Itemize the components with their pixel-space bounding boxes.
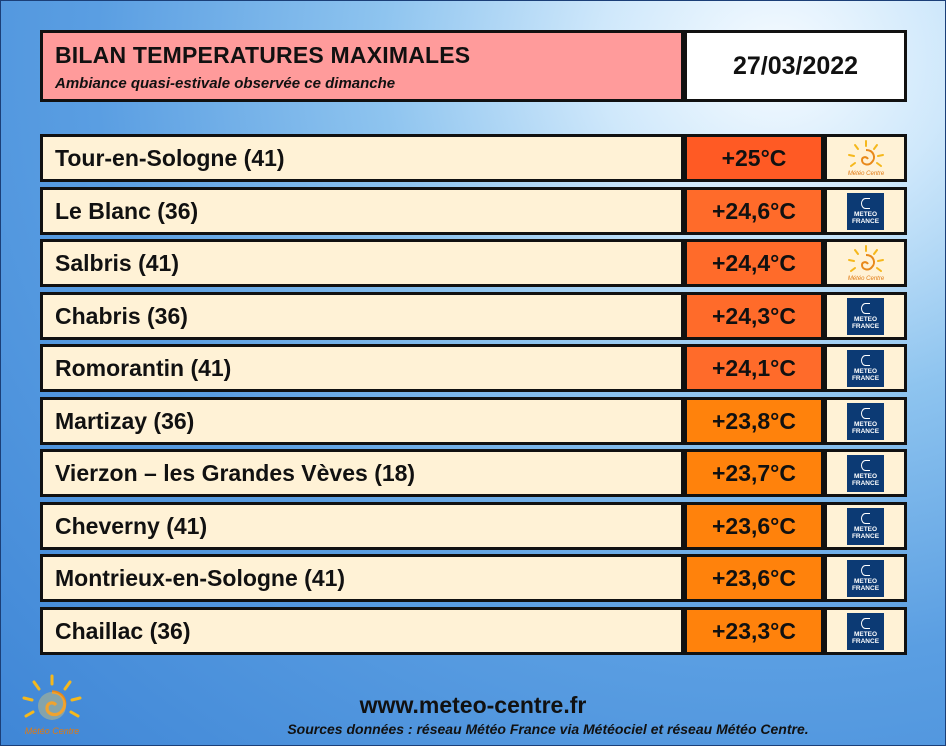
station-name: Cheverny (41)	[40, 502, 684, 550]
station-name: Vierzon – les Grandes Vèves (18)	[40, 449, 684, 497]
station-name: Martizay (36)	[40, 397, 684, 445]
station-name: Tour-en-Sologne (41)	[40, 134, 684, 182]
meteo-france-logo-icon: METEO FRANCE	[847, 297, 884, 335]
table-row: Romorantin (41) +24,1°C METEO FRANCE	[40, 344, 907, 392]
title-panel: BILAN TEMPERATURES MAXIMALES Ambiance qu…	[40, 30, 684, 102]
meteo-france-mark	[861, 197, 870, 209]
data-source-logo: METEO FRANCE	[824, 292, 907, 340]
meteo-france-mark	[861, 564, 870, 576]
data-source-logo: METEO FRANCE	[824, 607, 907, 655]
meteo-france-mark	[861, 302, 870, 314]
max-temperature: +23,8°C	[684, 397, 824, 445]
table-row: Le Blanc (36) +24,6°C METEO FRANCE	[40, 187, 907, 235]
meteo-france-label-1: METEO	[853, 472, 878, 480]
meteo-france-label-1: METEO	[853, 367, 878, 375]
max-temperature: +23,7°C	[684, 449, 824, 497]
table-row: Tour-en-Sologne (41) +25°C Météo Centre	[40, 134, 907, 182]
table-row: Salbris (41) +24,4°C Météo Centre	[40, 239, 907, 287]
station-name: Le Blanc (36)	[40, 187, 684, 235]
meteo-france-logo-icon: METEO FRANCE	[847, 559, 884, 597]
max-temperature: +24,6°C	[684, 187, 824, 235]
date-panel: 27/03/2022	[684, 30, 907, 102]
meteo-france-logo-icon: METEO FRANCE	[847, 454, 884, 492]
station-name: Montrieux-en-Sologne (41)	[40, 554, 684, 602]
table-row: Vierzon – les Grandes Vèves (18) +23,7°C M…	[40, 449, 907, 497]
meteo-france-mark	[861, 512, 870, 524]
sun-spiral	[45, 690, 67, 717]
max-temperature: +23,3°C	[684, 607, 824, 655]
meteo-france-logo-icon: METEO FRANCE	[847, 192, 884, 230]
meteo-france-mark	[861, 407, 870, 419]
data-source-logo: METEO FRANCE	[824, 344, 907, 392]
table-row: Chaillac (36) +23,3°C METEO FRANCE	[40, 607, 907, 655]
sun-logo-caption: Météo Centre	[847, 276, 884, 282]
station-name: Salbris (41)	[40, 239, 684, 287]
table-row: Martizay (36) +23,8°C METEO FRANCE	[40, 397, 907, 445]
meteo-france-label-2: FRANCE	[851, 217, 880, 225]
meteo-centre-sun-icon: Météo Centre	[847, 140, 884, 177]
meteo-france-label-2: FRANCE	[851, 374, 880, 382]
meteo-centre-sun-icon: Météo Centre	[847, 245, 884, 282]
meteo-france-label-2: FRANCE	[851, 479, 880, 487]
meteo-france-label-1: METEO	[853, 525, 878, 533]
table-row: Cheverny (41) +23,6°C METEO FRANCE	[40, 502, 907, 550]
station-name: Romorantin (41)	[40, 344, 684, 392]
meteo-france-logo-icon: METEO FRANCE	[847, 507, 884, 545]
meteo-france-label-1: METEO	[853, 420, 878, 428]
meteo-france-label-2: FRANCE	[851, 322, 880, 330]
max-temperature: +25°C	[684, 134, 824, 182]
meteo-france-label-2: FRANCE	[851, 427, 880, 435]
meteo-france-label-2: FRANCE	[851, 637, 880, 645]
max-temperature: +24,1°C	[684, 344, 824, 392]
table-row: Montrieux-en-Sologne (41) +23,6°C METEO FRA…	[40, 554, 907, 602]
meteo-france-label-1: METEO	[853, 630, 878, 638]
data-source-logo: METEO FRANCE	[824, 187, 907, 235]
website-url: www.meteo-centre.fr	[359, 692, 587, 718]
data-source-logo: METEO FRANCE	[824, 554, 907, 602]
sun-rays	[22, 674, 82, 718]
meteo-france-logo-icon: METEO FRANCE	[847, 612, 884, 650]
data-source-logo: METEO FRANCE	[824, 449, 907, 497]
meteo-france-mark	[861, 617, 870, 629]
station-name: Chaillac (36)	[40, 607, 684, 655]
sun-logo-caption: Météo Centre	[847, 171, 884, 177]
meteo-france-label-2: FRANCE	[851, 532, 880, 540]
meteo-france-logo-icon: METEO FRANCE	[847, 349, 884, 387]
max-temperature: +24,4°C	[684, 239, 824, 287]
data-source-logo: METEO FRANCE	[824, 502, 907, 550]
data-source-logo: Météo Centre	[824, 239, 907, 287]
station-name: Chabris (36)	[40, 292, 684, 340]
logo-caption: Météo Centre	[25, 726, 80, 736]
meteo-france-logo-icon: METEO FRANCE	[847, 402, 884, 440]
table-row: Chabris (36) +24,3°C METEO FRANCE	[40, 292, 907, 340]
data-sources: Sources données : réseau Météo France vi…	[287, 721, 809, 737]
meteo-centre-sun-logo-footer: Météo Centre	[22, 674, 82, 736]
meteo-france-label-2: FRANCE	[851, 584, 880, 592]
page-subtitle: Ambiance quasi-estivale observée ce dima…	[55, 75, 396, 92]
meteo-france-mark	[861, 459, 870, 471]
data-source-logo: METEO FRANCE	[824, 397, 907, 445]
page-title: BILAN TEMPERATURES MAXIMALES	[55, 42, 471, 68]
meteo-france-label-1: METEO	[853, 210, 878, 218]
max-temperature: +24,3°C	[684, 292, 824, 340]
meteo-france-label-1: METEO	[853, 577, 878, 585]
max-temperature: +23,6°C	[684, 502, 824, 550]
data-source-logo: Météo Centre	[824, 134, 907, 182]
report-date: 27/03/2022	[732, 51, 859, 80]
meteo-france-mark	[861, 354, 870, 366]
meteo-france-label-1: METEO	[853, 315, 878, 323]
max-temperature: +23,6°C	[684, 554, 824, 602]
